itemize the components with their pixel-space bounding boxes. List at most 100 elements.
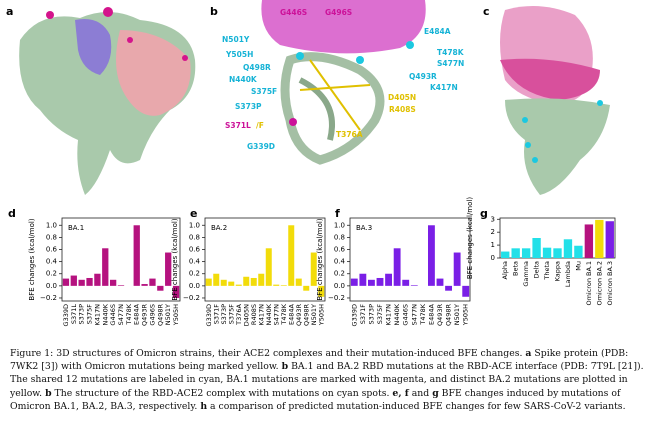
bar — [78, 279, 85, 286]
spike-structure — [19, 7, 196, 196]
mutation-label: T478K — [437, 48, 465, 57]
bar — [521, 248, 531, 258]
x-tick-label: S371L — [70, 304, 78, 325]
bar — [350, 278, 358, 286]
panel-letter: e — [190, 207, 197, 220]
bar — [574, 245, 583, 258]
bar — [584, 224, 594, 258]
mutation-label: E484A — [424, 27, 451, 36]
mutation-label: N501Y — [222, 35, 250, 44]
x-tick-label: N501Y — [453, 304, 461, 325]
x-tick-label: Q493R — [436, 304, 444, 327]
y-tick-label: 1.0 — [334, 221, 345, 229]
bar — [410, 285, 418, 286]
x-tick-label: S373P — [220, 304, 228, 325]
bar — [109, 279, 117, 286]
y-tick-label: 0.4 — [189, 258, 201, 266]
x-tick-label: T478K — [419, 303, 427, 325]
bar — [595, 219, 604, 258]
bar — [359, 273, 367, 286]
bar — [265, 248, 272, 286]
x-tick-label: T478K — [125, 303, 133, 325]
bar — [318, 285, 325, 297]
bar — [273, 284, 280, 286]
x-tick-label: E484A — [133, 303, 141, 325]
bar — [141, 284, 148, 286]
x-tick-label: Alpha — [501, 261, 509, 279]
x-tick-label: G339D — [350, 304, 358, 326]
bar — [165, 252, 172, 286]
bar — [250, 277, 257, 286]
mutation-label: T376A — [336, 130, 363, 139]
y-tick-label: 0.8 — [46, 233, 57, 241]
panel-letter: f — [335, 207, 340, 220]
y-tick-label: −0.2 — [183, 294, 200, 302]
x-tick-label: E484A — [287, 303, 295, 325]
y-tick-label: −0.2 — [40, 294, 57, 302]
x-tick-label: Q498R — [156, 304, 164, 327]
mutation-label: D405N — [388, 93, 416, 102]
x-tick-label: Q493R — [295, 304, 303, 327]
x-tick-label: Q498R — [445, 304, 453, 327]
bar — [235, 284, 242, 286]
x-tick-label: D405N — [242, 304, 250, 326]
bar — [94, 273, 101, 286]
y-tick-label: 1.0 — [189, 221, 200, 229]
x-tick-label: E484A — [427, 303, 435, 325]
bar — [605, 221, 614, 258]
plot-frame — [204, 217, 326, 302]
x-tick-label: Omicron BA.2 — [595, 261, 603, 306]
caption-bold: h — [200, 400, 208, 412]
y-tick-label: 0.4 — [334, 258, 346, 266]
x-tick-label: N440K — [393, 303, 401, 325]
y-tick-label: 2 — [491, 228, 495, 236]
x-tick-label: Theta — [543, 261, 551, 281]
x-tick-label: S371F — [212, 304, 220, 325]
x-tick-label: K417N — [93, 304, 101, 326]
x-tick-label: Y505H — [172, 304, 180, 326]
x-tick-label: S375F — [86, 304, 94, 325]
chart-title: BA.3 — [356, 224, 372, 232]
y-tick-label: 1.0 — [46, 221, 57, 229]
bar — [133, 225, 140, 286]
rbd-ace2-structure — [261, 0, 426, 165]
y-axis-label: BFE changes (kcal/mol) — [171, 218, 179, 300]
bar — [310, 252, 317, 286]
x-tick-label: G446S — [109, 304, 117, 326]
bar — [228, 281, 235, 286]
y-axis-label: BFE changes (kcal/mol) — [466, 197, 474, 279]
x-tick-label: N440K — [101, 303, 109, 325]
mutation-label: S477N — [437, 59, 464, 68]
y-tick-label: 0.2 — [189, 270, 200, 278]
mutation-label: Q493R — [409, 72, 437, 81]
panel-letter: g — [480, 207, 488, 220]
bar — [295, 278, 302, 286]
bar — [172, 285, 180, 298]
bar — [445, 285, 452, 291]
bar — [563, 239, 573, 258]
bar — [393, 248, 401, 286]
x-tick-label: Omicron BA.1 — [585, 261, 593, 306]
chart-title: BA.1 — [68, 224, 84, 232]
bar — [385, 273, 392, 286]
x-tick-label: T478K — [280, 303, 288, 325]
caption-text: BFE changes induced by mutations of Omic… — [10, 387, 621, 412]
x-tick-label: K417N — [257, 304, 265, 326]
x-tick-label: Omicron BA.3 — [606, 261, 614, 306]
mutation-label: R408S — [389, 105, 416, 114]
y-tick-label: 0 — [491, 254, 495, 262]
bar — [70, 275, 77, 286]
x-tick-label: S373P — [78, 304, 86, 325]
bar — [462, 285, 470, 297]
y-tick-label: 0.6 — [46, 246, 58, 254]
caption-text: The structure of the RBD-ACE2 complex wi… — [51, 387, 393, 399]
x-tick-label: Gamma — [522, 261, 530, 287]
bar — [436, 278, 444, 286]
bar — [258, 273, 265, 286]
caption-text: Spike protein (PDB: 7WK2 [3]) with Omicr… — [10, 348, 629, 373]
bar — [542, 247, 552, 258]
mutation-label: G446S — [280, 8, 307, 17]
x-tick-label: Mu — [574, 261, 582, 271]
mutation-label: S373P — [235, 102, 262, 111]
